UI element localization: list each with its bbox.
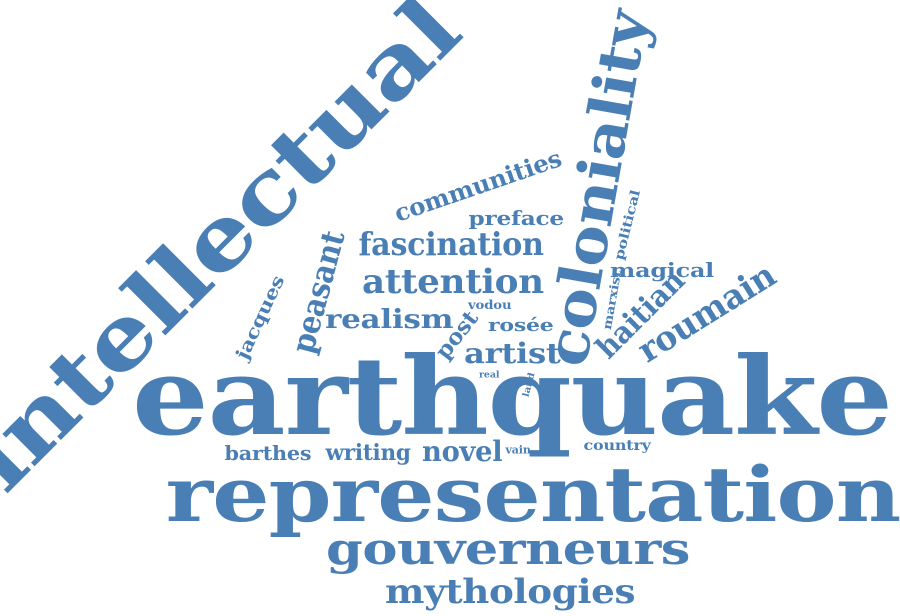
word-novel: novel — [421, 435, 503, 468]
word-barthes: barthes — [224, 441, 312, 465]
word-mythologies: mythologies — [385, 572, 636, 612]
word-preface: preface — [468, 206, 564, 230]
word-earthquake: earthquake — [132, 334, 893, 460]
word-realism: realism — [325, 305, 454, 335]
word-vodou: vodou — [468, 298, 512, 312]
word-country: country — [583, 438, 651, 454]
word-rosee: rosée — [488, 315, 554, 336]
word-attention: attention — [362, 262, 544, 302]
word-writing: writing — [325, 440, 411, 466]
word-fascination: fascination — [358, 225, 544, 263]
word-vain: vain — [505, 443, 531, 457]
word-magical: magical — [610, 258, 715, 282]
word-representation: representation — [165, 450, 900, 539]
word-real: real — [478, 370, 500, 381]
word-artist: artist — [463, 337, 561, 370]
word-gouverneurs: gouverneurs — [326, 524, 690, 575]
